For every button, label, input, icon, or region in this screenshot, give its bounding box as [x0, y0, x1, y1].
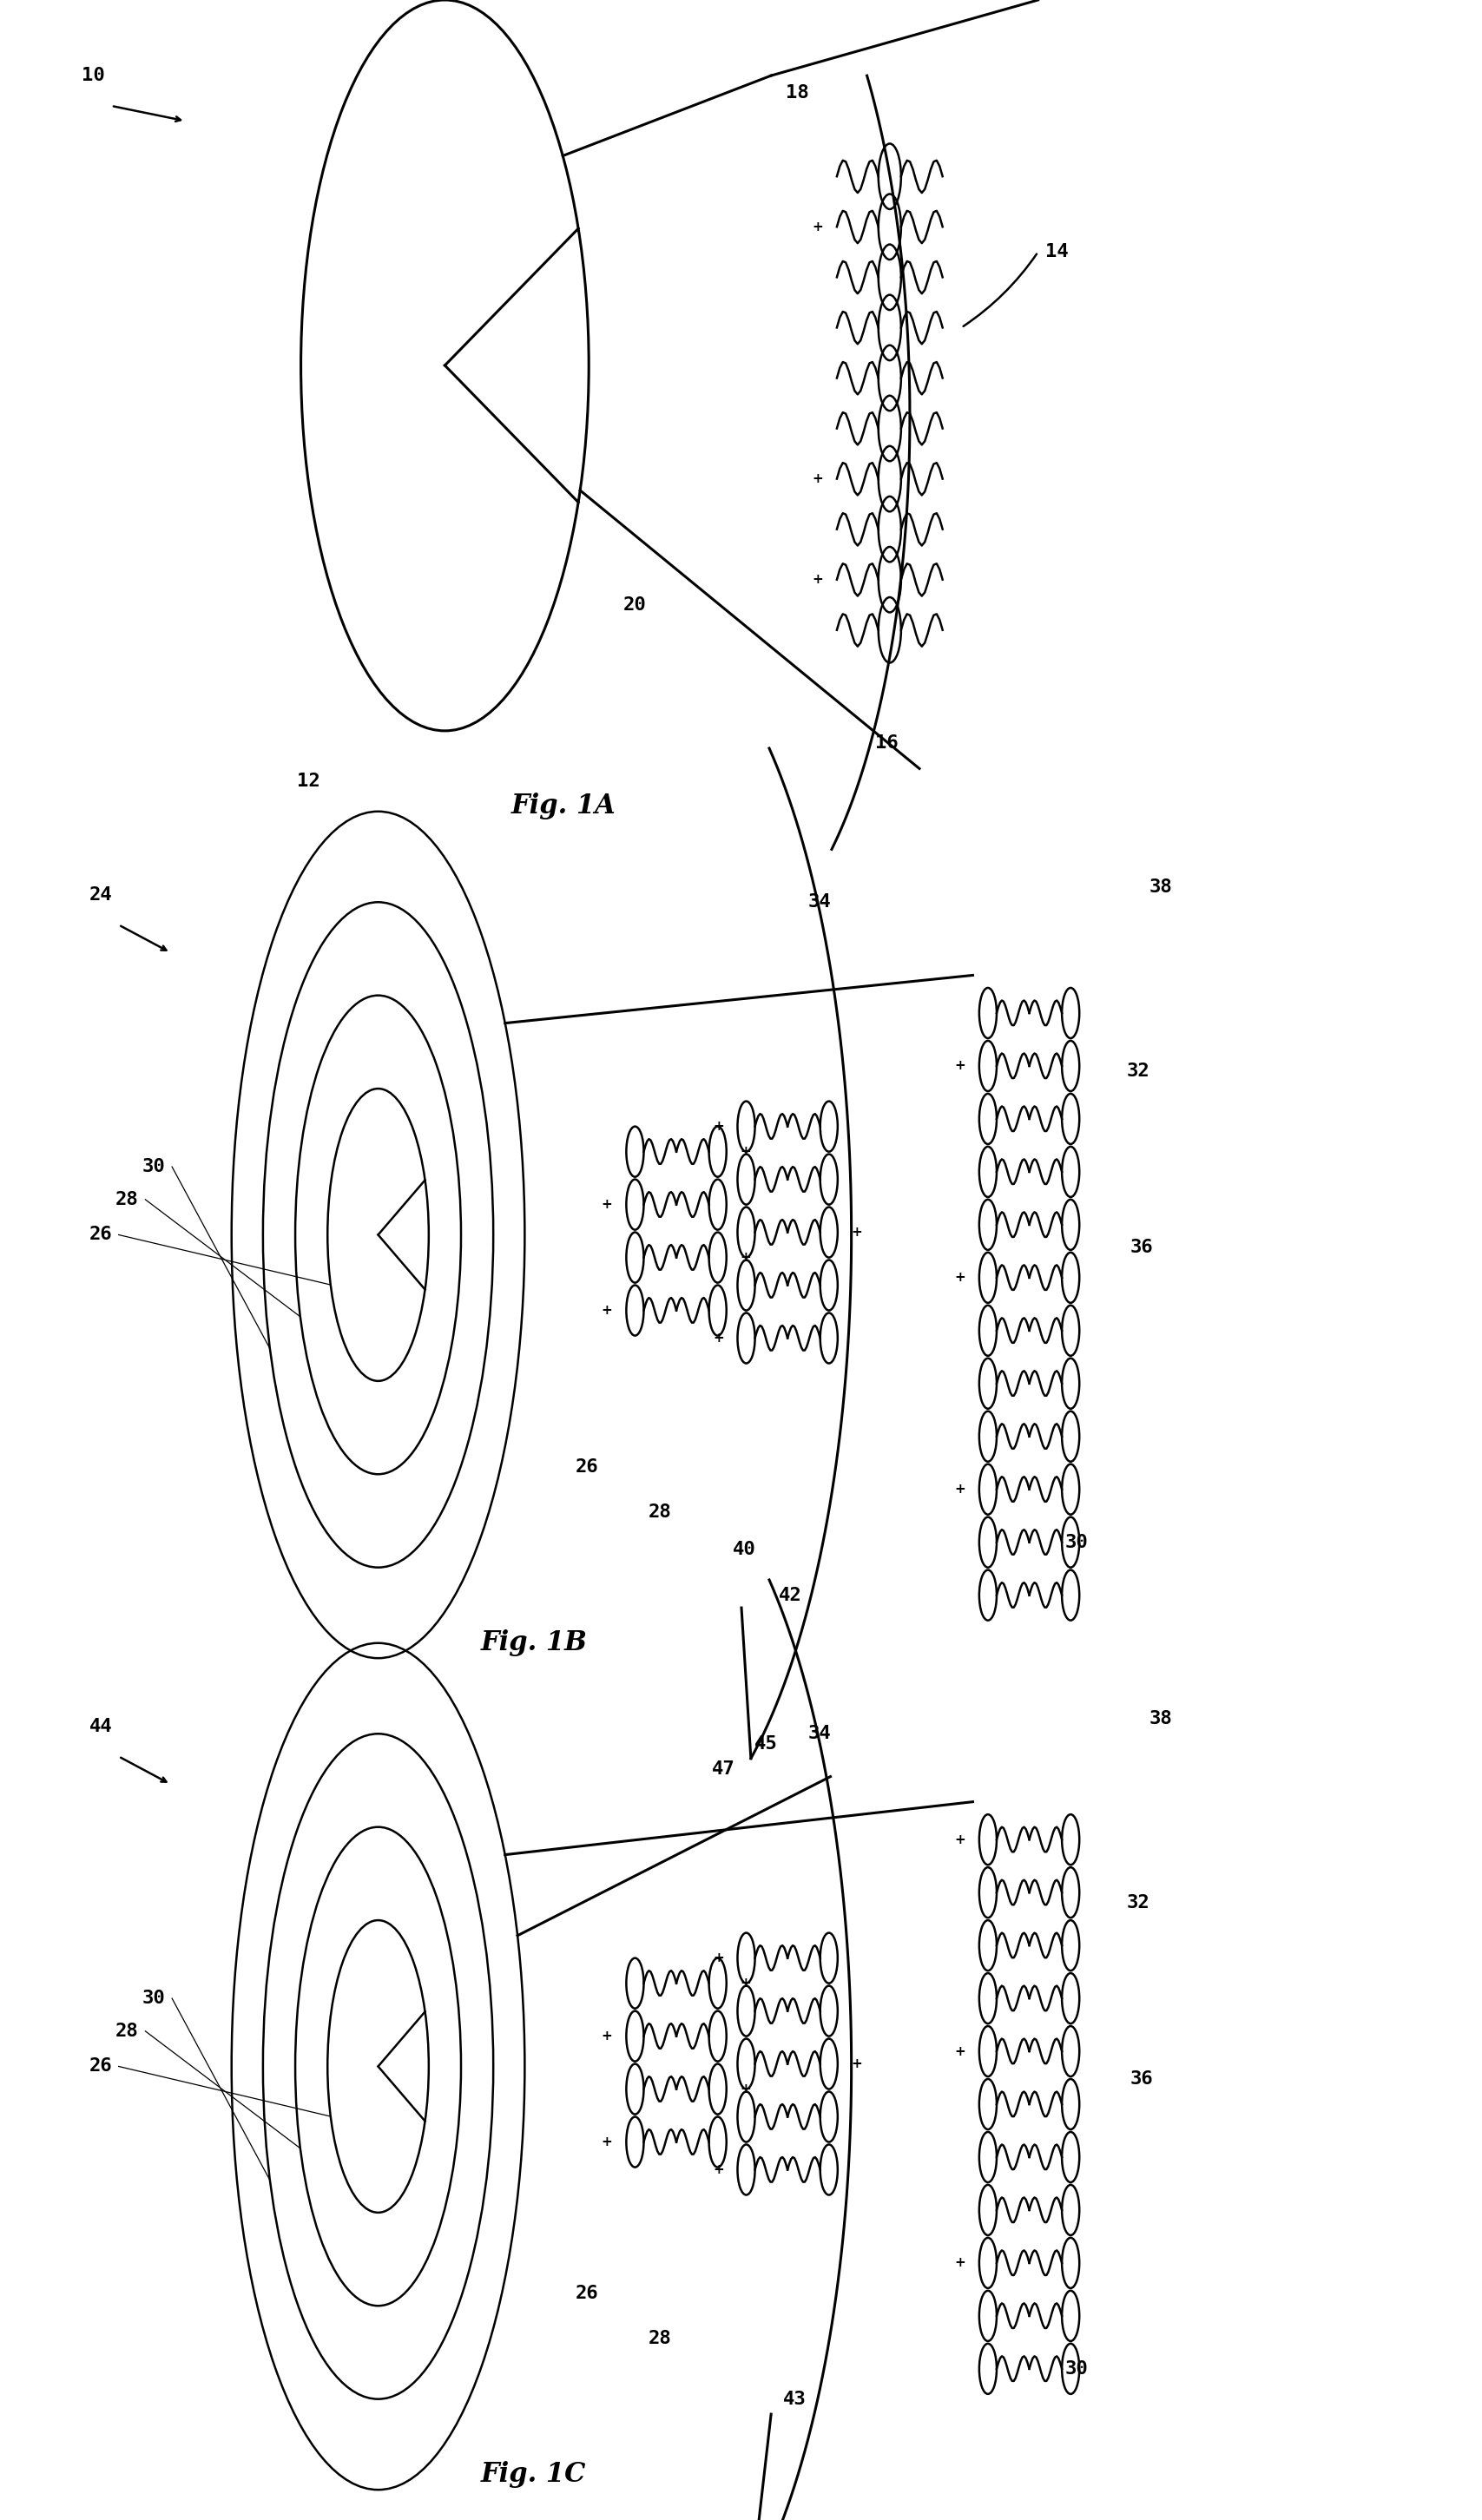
Text: Fig. 1A: Fig. 1A: [511, 794, 615, 819]
Text: +: +: [812, 219, 823, 234]
Text: 26: 26: [575, 2286, 599, 2301]
Text: +: +: [602, 2134, 612, 2150]
Text: 34: 34: [808, 895, 831, 910]
Text: +: +: [740, 1976, 751, 1991]
Text: 36: 36: [1129, 2071, 1153, 2087]
Text: 44: 44: [89, 1719, 113, 1734]
Text: 36: 36: [1129, 1240, 1153, 1255]
Text: 28: 28: [648, 1504, 671, 1520]
Text: +: +: [954, 1270, 965, 1285]
Text: +: +: [851, 2056, 863, 2071]
Text: +: +: [954, 2044, 965, 2059]
Text: 26: 26: [89, 1227, 113, 1242]
Text: 30: 30: [142, 1159, 166, 1174]
Text: 24: 24: [89, 887, 113, 902]
Text: 28: 28: [648, 2331, 671, 2346]
Text: 28: 28: [116, 2024, 139, 2039]
Text: 47: 47: [711, 1761, 735, 1777]
Text: 42: 42: [778, 1588, 802, 1603]
Text: 32: 32: [1126, 1895, 1150, 1910]
Text: +: +: [954, 1058, 965, 1074]
Text: 45: 45: [754, 1736, 778, 1751]
Text: 38: 38: [1149, 1711, 1172, 1726]
Text: +: +: [954, 1832, 965, 1847]
Text: 20: 20: [622, 597, 646, 612]
Text: +: +: [602, 2029, 612, 2044]
Text: +: +: [713, 1331, 723, 1346]
Text: Fig. 1C: Fig. 1C: [480, 2462, 587, 2487]
Text: 30: 30: [1064, 1535, 1088, 1550]
Text: 12: 12: [296, 774, 320, 789]
Text: 10: 10: [82, 68, 105, 83]
Text: +: +: [602, 1303, 612, 1318]
Text: +: +: [812, 471, 823, 486]
Text: 30: 30: [142, 1991, 166, 2006]
Text: 40: 40: [732, 1542, 756, 1557]
Text: 28: 28: [116, 1192, 139, 1207]
Text: +: +: [954, 1482, 965, 1497]
Text: +: +: [740, 1144, 751, 1159]
Text: 16: 16: [874, 736, 898, 751]
Text: +: +: [713, 1950, 723, 1966]
Text: Fig. 1B: Fig. 1B: [480, 1630, 587, 1656]
Text: +: +: [740, 2082, 751, 2097]
Text: 30: 30: [1064, 2361, 1088, 2376]
Text: 34: 34: [808, 1726, 831, 1741]
Text: 14: 14: [1045, 244, 1069, 260]
Text: 18: 18: [785, 86, 809, 101]
Text: 32: 32: [1126, 1063, 1150, 1079]
Text: 43: 43: [782, 2391, 806, 2407]
Text: +: +: [602, 1197, 612, 1212]
Text: +: +: [740, 1250, 751, 1265]
Text: +: +: [851, 1225, 863, 1240]
Text: 26: 26: [89, 2059, 113, 2074]
Text: 38: 38: [1149, 879, 1172, 895]
Text: +: +: [812, 572, 823, 587]
Text: 26: 26: [575, 1459, 599, 1474]
Text: +: +: [713, 1119, 723, 1134]
Text: +: +: [954, 2255, 965, 2271]
Text: +: +: [713, 2162, 723, 2177]
